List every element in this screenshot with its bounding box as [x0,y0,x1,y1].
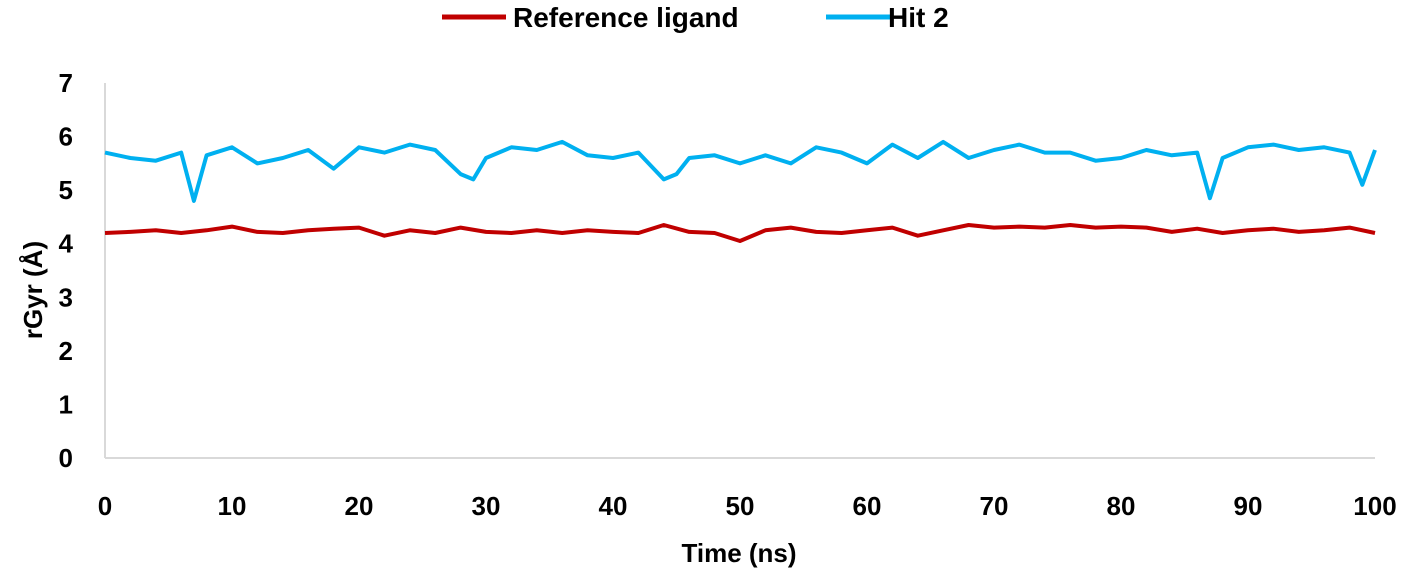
y-tick-label: 0 [59,443,73,473]
x-tick-label: 80 [1107,491,1136,521]
x-tick-label: 20 [345,491,374,521]
y-tick-label: 2 [59,336,73,366]
legend: Reference ligand Hit 2 [442,2,949,33]
x-tick-label: 100 [1353,491,1396,521]
series-line-hit-2 [104,139,1377,203]
y-axis-ticks: 0 1 2 3 4 5 6 7 [59,68,74,473]
legend-label: Reference ligand [513,2,739,33]
x-tick-label: 0 [98,491,112,521]
x-tick-label: 90 [1234,491,1263,521]
x-tick-label: 30 [472,491,501,521]
x-tick-label: 10 [218,491,247,521]
series-lines [104,139,1377,243]
x-tick-label: 50 [726,491,755,521]
y-tick-label: 7 [59,68,73,98]
x-tick-label: 40 [599,491,628,521]
x-tick-label: 70 [980,491,1009,521]
x-axis-title: Time (ns) [681,538,796,568]
y-tick-label: 1 [59,389,73,419]
x-axis-ticks: 0 10 20 30 40 50 60 70 80 90 100 [98,491,1397,521]
y-tick-label: 3 [59,282,73,312]
y-tick-label: 6 [59,122,73,152]
y-tick-label: 5 [59,175,73,205]
y-axis-title: rGyr (Å) [18,241,48,339]
x-tick-label: 60 [853,491,882,521]
legend-label: Hit 2 [888,2,949,33]
y-tick-label: 4 [59,229,74,259]
series-line-reference-ligand [104,223,1376,243]
